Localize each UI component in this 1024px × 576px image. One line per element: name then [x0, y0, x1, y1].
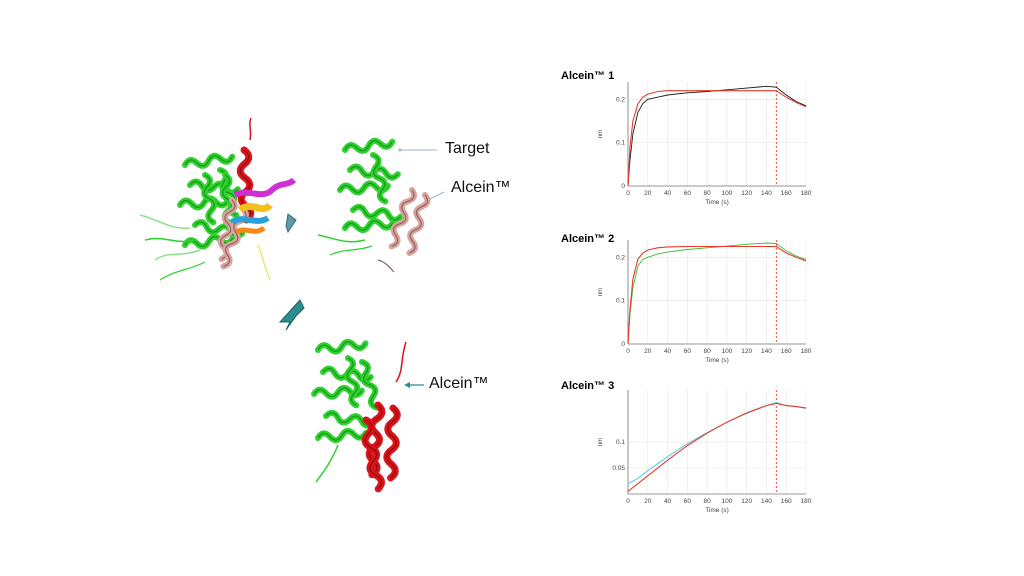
- y-tick-label: 0.1: [616, 439, 625, 446]
- x-tick-label: 140: [761, 348, 772, 355]
- y-tick-label: 0.05: [612, 465, 625, 472]
- target-alcein-red-structure: [314, 339, 407, 489]
- x-tick-label: 40: [664, 190, 672, 197]
- chart-2-title: Alcein™ 2: [561, 233, 615, 245]
- target-pointer-dot: [398, 148, 402, 152]
- x-axis-label: Time (s): [705, 357, 729, 364]
- x-tick-label: 0: [626, 348, 630, 355]
- x-tick-label: 20: [644, 498, 652, 505]
- y-axis-label: nm: [598, 288, 604, 296]
- chart-1: 0 20 40 60 80 100 120 140 160 180 0 0.1 0.2 Time (s) n…: [598, 82, 812, 206]
- x-tick-label: 100: [721, 190, 732, 197]
- x-tick-label: 180: [801, 498, 812, 505]
- chart-3-title: Alcein™ 3: [561, 380, 615, 392]
- label-alcein-bottom: Alcein™: [429, 375, 489, 392]
- y-tick-label: 0.2: [616, 96, 625, 103]
- x-tick-label: 160: [781, 498, 792, 505]
- x-tick-label: 120: [741, 348, 752, 355]
- x-tick-label: 160: [781, 348, 792, 355]
- chart-2: 0 20 40 60 80 100 120 140 160 180 0 0.1 0.2 Time (s) n…: [598, 240, 812, 364]
- x-tick-label: 120: [741, 498, 752, 505]
- x-tick-label: 160: [781, 190, 792, 197]
- y-tick-label: 0: [621, 341, 625, 348]
- x-tick-label: 80: [703, 190, 711, 197]
- series-line-0: [627, 85, 807, 187]
- chart-1-title: Alcein™ 1: [561, 70, 615, 82]
- x-tick-label: 60: [684, 498, 692, 505]
- structure-diagram: [139, 117, 445, 576]
- x-tick-label: 140: [761, 498, 772, 505]
- x-tick-label: 40: [664, 348, 672, 355]
- y-tick-label: 0.1: [616, 298, 625, 305]
- series-line-1: [627, 245, 807, 345]
- x-tick-label: 20: [644, 190, 652, 197]
- series-line-1: [627, 402, 807, 492]
- label-target: Target: [445, 140, 490, 157]
- label-alcein-top: Alcein™: [451, 179, 511, 196]
- x-tick-label: 80: [703, 348, 711, 355]
- x-tick-label: 20: [644, 348, 652, 355]
- x-tick-label: 100: [721, 498, 732, 505]
- x-tick-label: 80: [703, 498, 711, 505]
- y-tick-label: 0.1: [616, 140, 625, 147]
- x-axis-label: Time (s): [705, 507, 729, 514]
- arrow-right-icon: [285, 213, 297, 234]
- y-axis-label: nm: [598, 438, 604, 446]
- arrow-down-left-icon: [278, 299, 305, 331]
- x-tick-label: 0: [626, 498, 630, 505]
- chart-3: 0 20 40 60 80 100 120 140 160 180 0.05 0.1 Time (s) n…: [598, 390, 812, 514]
- x-tick-label: 60: [684, 190, 692, 197]
- series-line-1: [627, 90, 807, 187]
- y-tick-label: 0.2: [616, 254, 625, 261]
- x-tick-label: 120: [741, 190, 752, 197]
- x-tick-label: 100: [721, 348, 732, 355]
- alcein-bottom-arrowhead-icon: [404, 382, 410, 388]
- x-tick-label: 0: [626, 190, 630, 197]
- x-tick-label: 180: [801, 190, 812, 197]
- x-tick-label: 180: [801, 348, 812, 355]
- series-line-0: [627, 402, 807, 484]
- complex-overlay-structure: [139, 117, 297, 281]
- series-line-0: [627, 242, 807, 345]
- y-tick-label: 0: [621, 183, 625, 190]
- x-tick-label: 40: [664, 498, 672, 505]
- x-axis-label: Time (s): [705, 199, 729, 206]
- y-axis-label: nm: [598, 130, 604, 138]
- target-alcein-pink-structure: [317, 138, 429, 273]
- x-tick-label: 140: [761, 190, 772, 197]
- x-tick-label: 60: [684, 348, 692, 355]
- alcein-top-pointer-line: [427, 191, 445, 201]
